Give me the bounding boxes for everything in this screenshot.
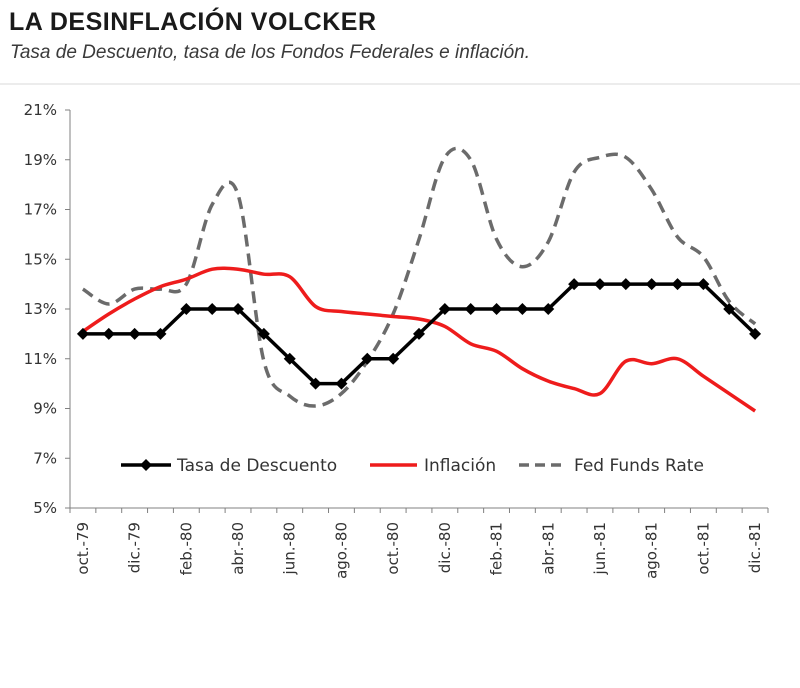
- series-tasa-de-descuento: [76, 278, 762, 390]
- data-point-marker: [516, 303, 529, 315]
- data-point-marker: [645, 278, 658, 291]
- x-tick-label: dic.-81: [746, 522, 764, 573]
- x-tick-label: abr.-80: [229, 522, 247, 575]
- x-tick-label: dic.-80: [436, 522, 454, 573]
- data-point-marker: [387, 352, 400, 365]
- series-line-inflacion: [81, 266, 757, 413]
- legend-label: Inflación: [424, 456, 496, 476]
- x-axis: oct.-79 dic.-79 feb.-80 abr.-80 jun.-80 ago.-…: [69, 507, 769, 579]
- chart-subtitle: Tasa de Descuento, tasa de los Fondos Fe…: [10, 42, 531, 63]
- series-fed-funds-rate: [81, 146, 757, 408]
- legend-label: Fed Funds Rate: [574, 456, 704, 476]
- x-tick-label: abr.-81: [539, 522, 557, 575]
- x-tick-label: oct.-79: [74, 522, 92, 575]
- data-point-marker: [619, 278, 632, 291]
- legend-item-tasa-de-descuento: Tasa de Descuento: [121, 456, 337, 476]
- data-point-marker: [464, 303, 477, 315]
- y-tick-label: 19%: [24, 151, 57, 169]
- y-tick-label: 15%: [24, 250, 57, 268]
- y-tick-label: 13%: [24, 300, 57, 318]
- data-point-marker: [154, 327, 167, 340]
- data-point-marker: [697, 278, 710, 291]
- y-tick-label: 7%: [33, 449, 57, 467]
- y-tick-label: 11%: [24, 350, 57, 368]
- legend-label: Tasa de Descuento: [176, 456, 337, 476]
- y-tick-label: 5%: [33, 499, 57, 517]
- legend: Tasa de Descuento Inflación Fed Funds Rate: [121, 456, 704, 476]
- data-point-marker: [568, 278, 581, 291]
- x-tick-label: jun.-80: [281, 522, 299, 575]
- series-line-fed-funds-rate: [81, 146, 757, 408]
- data-point-marker: [671, 278, 684, 291]
- data-point-marker: [206, 303, 219, 315]
- data-point-marker: [490, 303, 503, 315]
- data-point-marker: [361, 352, 374, 365]
- data-point-marker: [232, 303, 245, 315]
- x-tick-label: ago.-81: [643, 522, 661, 579]
- data-point-marker: [76, 327, 89, 340]
- data-point-marker: [723, 303, 736, 315]
- data-point-marker: [180, 303, 193, 315]
- legend-item-inflacion: Inflación: [370, 456, 496, 476]
- x-tick-label: feb.-80: [177, 522, 195, 575]
- data-point-marker: [413, 327, 425, 340]
- x-tick-label: ago.-80: [332, 522, 350, 579]
- series-layer: [76, 146, 762, 413]
- y-tick-label: 9%: [33, 400, 57, 418]
- data-point-marker: [102, 327, 115, 340]
- data-point-marker: [283, 352, 296, 365]
- x-tick-label: oct.-81: [694, 522, 712, 575]
- x-tick-label: oct.-80: [384, 522, 402, 575]
- y-tick-label: 21%: [24, 101, 57, 119]
- legend-item-fed-funds-rate: Fed Funds Rate: [519, 456, 704, 476]
- x-tick-label: feb.-81: [488, 522, 506, 575]
- data-point-marker: [542, 303, 555, 315]
- y-axis: 5% 7% 9% 11% 13% 15% 17% 19% 21%: [24, 101, 71, 517]
- data-point-marker: [128, 327, 141, 340]
- data-point-marker: [257, 327, 270, 340]
- chart-title: LA DESINFLACIÓN VOLCKER: [9, 8, 377, 36]
- legend-marker: [140, 459, 152, 471]
- data-point-marker: [438, 303, 451, 315]
- y-tick-label: 17%: [24, 201, 57, 219]
- data-point-marker: [593, 278, 606, 291]
- series-inflacion: [81, 266, 757, 413]
- data-point-marker: [749, 327, 762, 340]
- x-tick-label: jun.-81: [591, 522, 609, 575]
- data-point-marker: [335, 377, 348, 390]
- x-tick-label: dic.-79: [126, 522, 144, 573]
- data-point-marker: [309, 377, 322, 390]
